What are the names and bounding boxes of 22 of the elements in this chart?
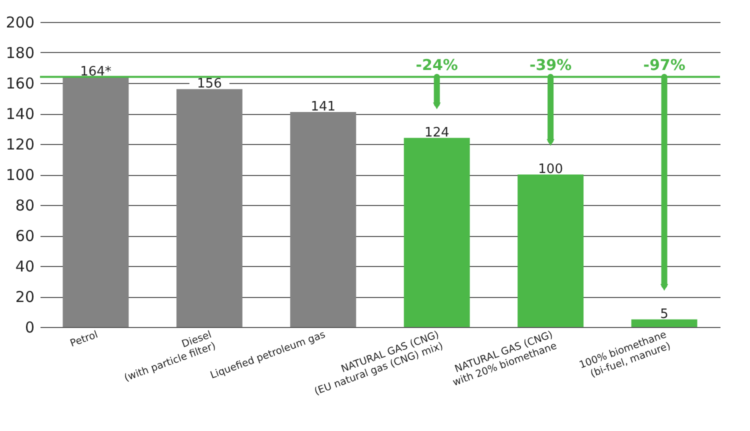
y-tick-label: 80 — [15, 196, 34, 214]
data-label: 124 — [424, 125, 450, 140]
annotation: -39% — [530, 56, 572, 74]
x-tick-label: Petrol — [68, 330, 100, 350]
annotation: -97% — [643, 56, 686, 74]
y-tick-label: 40 — [15, 258, 34, 276]
y-tick-label: 180 — [6, 44, 34, 62]
annotation: -24% — [416, 56, 458, 74]
y-tick-label: 60 — [15, 227, 34, 245]
data-label: 100 — [538, 162, 563, 177]
data-label: 141 — [310, 99, 336, 114]
data-label: 156 — [197, 76, 222, 92]
y-tick-label: 120 — [6, 136, 34, 154]
y-tick-label: 200 — [6, 14, 34, 32]
y-tick-label: 20 — [15, 288, 34, 306]
y-tick-label: 100 — [6, 166, 34, 184]
y-tick-label: 160 — [6, 74, 34, 92]
data-label: 164* — [80, 64, 112, 80]
y-tick-label: 140 — [6, 105, 34, 123]
data-label: 5 — [660, 306, 668, 322]
y-tick-label: 0 — [24, 318, 34, 336]
bar — [176, 89, 242, 327]
